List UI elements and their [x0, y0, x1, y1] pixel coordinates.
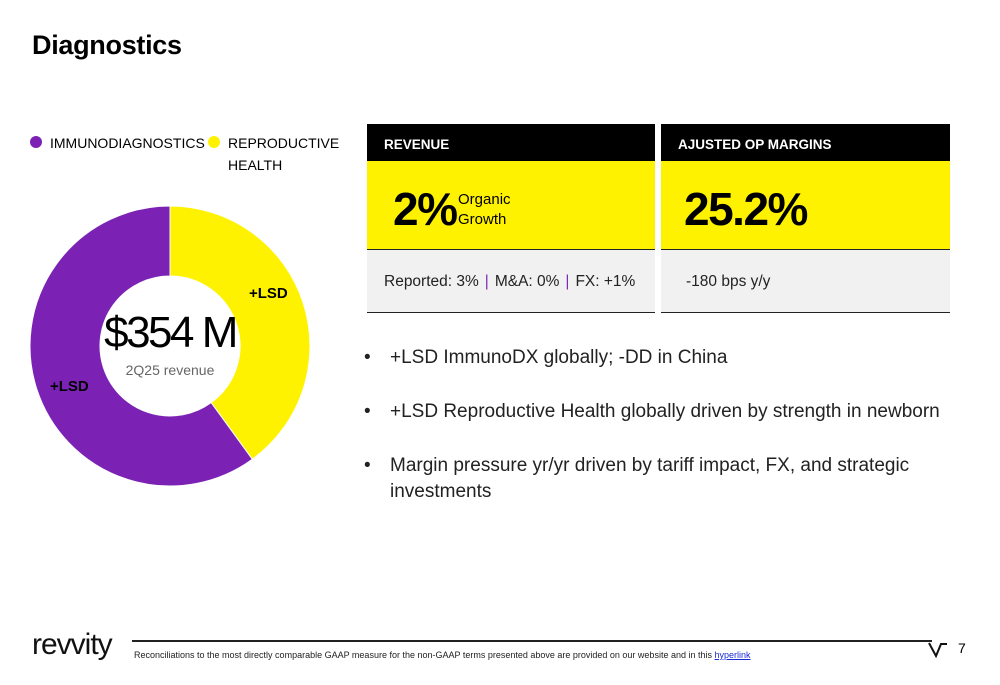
- bullet-list: +LSD ImmunoDX globally; -DD in China +LS…: [364, 345, 964, 533]
- brand-mark-icon: [928, 642, 947, 658]
- legend-label: REPRODUCTIVE HEALTH: [228, 135, 340, 173]
- reported-growth: Reported: 3%: [384, 273, 479, 290]
- legend-swatch-purple: [30, 136, 42, 148]
- hyperlink[interactable]: hyperlink: [714, 650, 751, 660]
- organic-growth-label: Organic Growth: [458, 191, 511, 228]
- footnote: Reconciliations to the most directly com…: [134, 650, 751, 660]
- center-revenue-value: $354 M: [104, 308, 238, 357]
- legend-swatch-yellow: [208, 136, 220, 148]
- revenue-card: REVENUE 2% Organic Growth Reported: 3% | M&…: [367, 124, 655, 313]
- revenue-donut-chart: [30, 205, 310, 487]
- revenue-breakdown: Reported: 3% | M&A: 0% | FX: +1%: [367, 250, 655, 313]
- ma-growth: M&A: 0%: [494, 273, 560, 290]
- slice-label-immunodiagnostics: +LSD: [50, 378, 89, 395]
- slice-label-reproductive-health: +LSD: [249, 285, 288, 302]
- fx-growth: FX: +1%: [575, 273, 636, 290]
- donut-center: $354 M 2Q25 revenue: [90, 308, 250, 378]
- list-item: Margin pressure yr/yr driven by tariff i…: [364, 453, 964, 505]
- revenue-header: REVENUE: [367, 124, 655, 161]
- adjusted-op-margin-value: 25.2%: [684, 183, 808, 235]
- page-title: Diagnostics: [32, 30, 182, 60]
- organic-growth-value: 2%: [393, 183, 458, 235]
- donut-segment-reproductive-health: [169, 205, 310, 460]
- legend-label: IMMUNODIAGNOSTICS: [50, 135, 205, 151]
- margin-change-value: -180 bps y/y: [686, 273, 771, 290]
- margins-card: AJUSTED OP MARGINS 25.2% -180 bps y/y: [661, 124, 950, 313]
- list-item: +LSD ImmunoDX globally; -DD in China: [364, 345, 964, 371]
- revenue-highlight: 2% Organic Growth: [367, 161, 655, 250]
- margins-change: -180 bps y/y: [661, 250, 950, 313]
- margins-header: AJUSTED OP MARGINS: [661, 124, 950, 161]
- footer-divider: [132, 640, 932, 642]
- revvity-logo: revvity: [32, 628, 113, 661]
- page-number: 7: [958, 640, 966, 656]
- margins-highlight: 25.2%: [661, 161, 950, 250]
- donut-segment-immunodiagnostics: [30, 205, 253, 487]
- list-item: +LSD Reproductive Health globally driven…: [364, 399, 964, 425]
- center-revenue-caption: 2Q25 revenue: [125, 362, 215, 378]
